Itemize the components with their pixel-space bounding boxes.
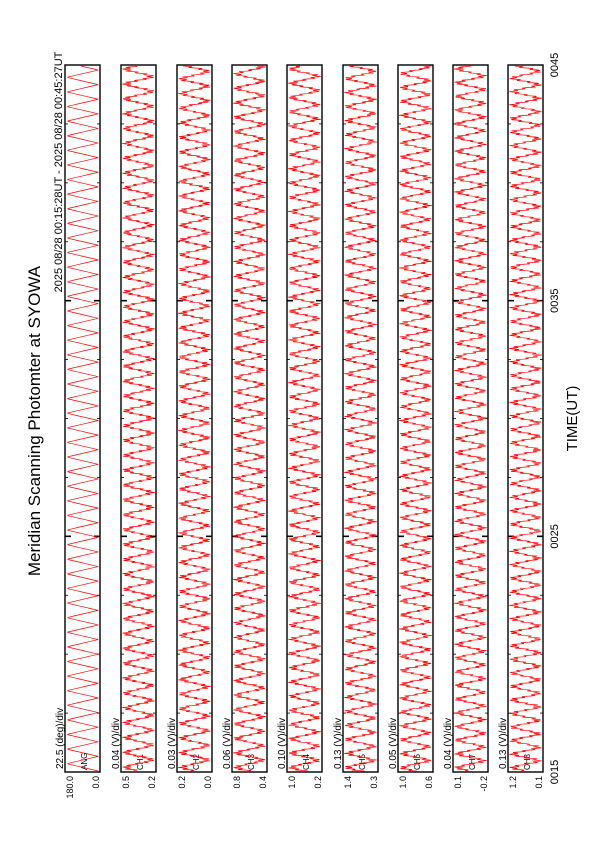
- channel-label: ANG: [80, 753, 89, 770]
- panel-scale: 0.03 (V)/div: [167, 718, 178, 769]
- panel-frame: [342, 64, 379, 773]
- channel-label: CH8: [523, 753, 532, 770]
- trace-line: [398, 65, 433, 772]
- panel-scale: 0.13 (V)/div: [498, 718, 509, 769]
- rotated-chart: Meridian Scanning Photomter at SYOWA 2025…: [25, 51, 581, 798]
- y-tick-bottom: 0.2: [313, 776, 323, 789]
- channel-label: CH2: [192, 753, 201, 770]
- y-tick-bottom: 0.0: [203, 776, 213, 789]
- panel-scale: 0.05 (V)/div: [388, 718, 399, 769]
- y-tick-bottom: 0.1: [534, 776, 544, 789]
- y-tick-top: 1.4: [343, 776, 353, 789]
- y-tick-top: 0.5: [121, 776, 131, 789]
- trace-line: [508, 65, 542, 772]
- y-tick-bottom: 0.2: [147, 776, 157, 789]
- panel-scale: 22.5 (deg)/div: [55, 708, 66, 769]
- trace-line: [67, 65, 99, 772]
- x-tick-label: 0025: [549, 524, 561, 548]
- y-tick-bottom: 0.0: [91, 776, 101, 789]
- x-tick-label: 0045: [549, 53, 561, 77]
- y-tick-top: 1.0: [287, 776, 297, 789]
- channel-label: CH3: [247, 753, 256, 770]
- x-tick-label: 0015: [549, 760, 561, 784]
- panel-frame: [176, 64, 213, 773]
- panel-scale: 0.13 (V)/div: [333, 718, 344, 769]
- y-tick-top: 180.0: [65, 776, 75, 799]
- panel-scale: 0.06 (V)/div: [222, 718, 233, 769]
- channel-label: CH4: [302, 753, 311, 770]
- trace-line: [454, 65, 488, 772]
- y-tick-bottom: -0.2: [479, 776, 489, 792]
- panel-scale: 0.10 (V)/div: [277, 718, 288, 769]
- trace-line: [121, 65, 156, 772]
- panel-frame: [64, 64, 101, 773]
- trace-line: [288, 65, 321, 772]
- panel-scale: 0.04 (V)/div: [443, 718, 454, 769]
- trace-line: [178, 65, 211, 772]
- trace-line: [343, 65, 378, 772]
- panel-frame: [507, 64, 544, 773]
- y-tick-top: 1.0: [398, 776, 408, 789]
- y-tick-top: 0.1: [453, 776, 463, 789]
- panel-scale: 0.04 (V)/div: [111, 718, 122, 769]
- y-tick-top: 1.2: [508, 776, 518, 789]
- channel-label: CH6: [413, 753, 422, 770]
- channel-label: CH7: [468, 753, 477, 770]
- channel-label: CH1: [136, 753, 145, 770]
- x-tick-label: 0035: [549, 288, 561, 312]
- y-tick-top: 0.2: [177, 776, 187, 789]
- x-axis-label: TIME(UT): [564, 386, 581, 452]
- y-tick-bottom: 0.4: [258, 776, 268, 789]
- y-tick-bottom: 0.6: [424, 776, 434, 789]
- time-range: 2025 08/28 00:15:28UT - 2025 08/28 00:45…: [53, 51, 65, 292]
- trace-line: [232, 65, 266, 772]
- channel-label: CH5: [358, 753, 367, 770]
- y-tick-top: 0.8: [232, 776, 242, 789]
- chart-title: Meridian Scanning Photomter at SYOWA: [25, 265, 44, 576]
- y-tick-bottom: 0.3: [369, 776, 379, 789]
